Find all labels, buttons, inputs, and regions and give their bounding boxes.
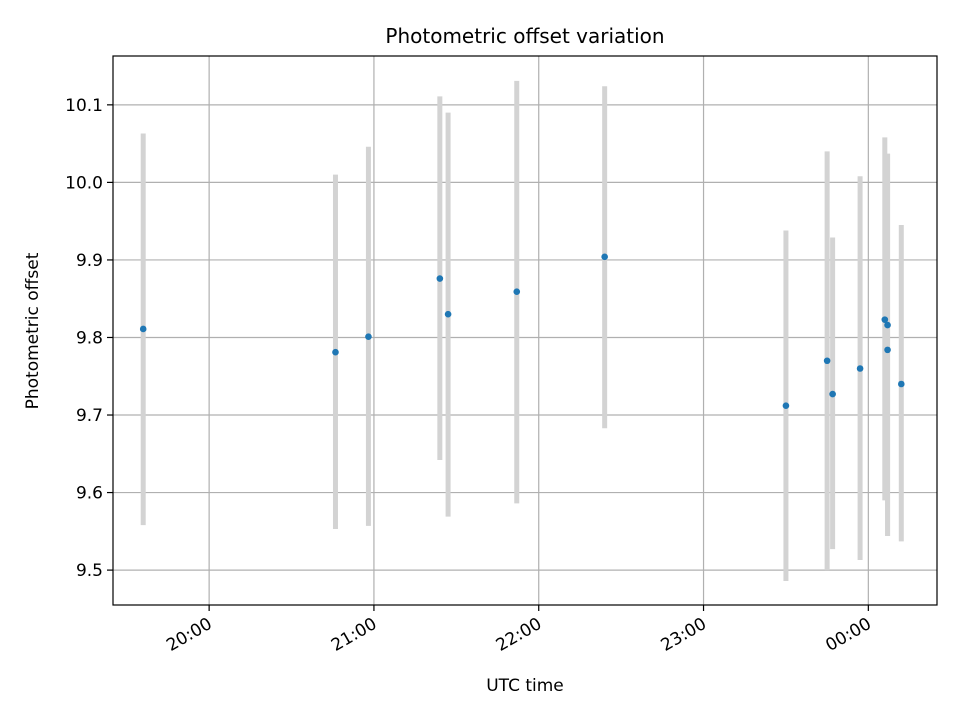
y-tick-label: 9.5: [76, 561, 103, 581]
chart-title: Photometric offset variation: [385, 24, 664, 48]
data-points: [139, 253, 905, 410]
data-point: [139, 325, 147, 333]
y-axis: 9.5 9.6 9.7 9.8 9.9 10.0 10.1: [65, 96, 113, 581]
data-point: [513, 288, 521, 296]
y-tick-label: 9.8: [76, 328, 103, 348]
y-tick-label: 10.0: [65, 173, 103, 193]
plot-frame: [112, 55, 938, 606]
x-axis-label: UTC time: [486, 676, 564, 696]
data-point: [881, 316, 889, 323]
data-point: [365, 333, 372, 341]
plot-area: [113, 56, 937, 605]
y-axis-label: Photometric offset: [23, 252, 43, 409]
y-tick-label: 9.9: [76, 251, 103, 271]
data-point: [884, 321, 891, 329]
data-point: [782, 402, 790, 410]
y-tick-label: 9.6: [76, 484, 103, 504]
y-tick-label: 9.7: [76, 406, 103, 426]
data-point: [823, 357, 831, 365]
data-point: [332, 348, 339, 356]
data-point: [436, 275, 444, 282]
data-point: [897, 380, 905, 388]
data-point: [601, 253, 608, 261]
data-point: [829, 390, 836, 398]
data-point: [884, 346, 891, 354]
grid: [113, 56, 937, 605]
data-point: [444, 310, 452, 318]
y-tick-label: 10.1: [65, 96, 103, 116]
data-point: [856, 365, 864, 372]
